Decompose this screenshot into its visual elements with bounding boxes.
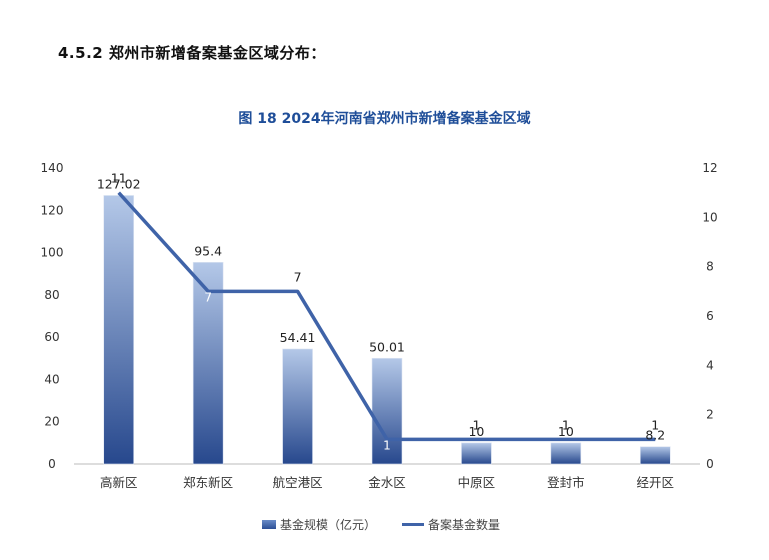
- bar-fund-size: [371, 357, 403, 465]
- x-category-label: 经开区: [637, 475, 675, 490]
- legend: 基金规模（亿元） 备案基金数量: [262, 516, 500, 533]
- x-category-label: 郑东新区: [183, 475, 233, 490]
- y-right-tick-label: 6: [706, 309, 714, 323]
- bar-data-label: 50.01: [369, 339, 405, 354]
- legend-item-fund-size: 基金规模（亿元）: [262, 516, 376, 533]
- x-category-label: 高新区: [100, 475, 138, 490]
- line-data-label: 1: [383, 438, 391, 452]
- x-category-label: 航空港区: [273, 475, 323, 490]
- legend-swatch-line: [402, 523, 425, 526]
- y-left-tick-label: 100: [41, 246, 64, 260]
- y-left-tick-label: 140: [41, 161, 64, 175]
- legend-swatch-bar: [262, 520, 276, 529]
- line-data-label: 11: [111, 171, 127, 186]
- bar-data-label: 54.41: [280, 330, 316, 345]
- y-right-tick-label: 2: [706, 408, 714, 422]
- y-right-tick-label: 0: [706, 457, 714, 471]
- x-category-label: 中原区: [458, 475, 496, 490]
- bar-fund-size: [103, 195, 135, 465]
- bar-fund-size: [639, 446, 671, 465]
- y-right-tick-label: 8: [706, 260, 714, 274]
- y-left-tick-label: 40: [44, 372, 59, 386]
- bar-data-label: 10: [558, 424, 574, 439]
- line-data-label: 7: [204, 290, 212, 304]
- line-data-label: 7: [294, 269, 302, 284]
- legend-item-fund-count: 备案基金数量: [402, 516, 500, 533]
- bar-fund-size: [282, 348, 313, 465]
- y-right-tick-label: 12: [702, 161, 717, 175]
- section-heading: 4.5.2 郑州市新增备案基金区域分布：: [58, 44, 326, 62]
- y-left-tick-label: 80: [44, 288, 59, 302]
- y-left-tick-label: 0: [48, 457, 56, 471]
- legend-label-fund-size: 基金规模（亿元）: [280, 518, 377, 532]
- bar-fund-size: [192, 261, 224, 465]
- line-data-label: 1: [562, 417, 570, 432]
- legend-label-fund-count: 备案基金数量: [428, 518, 501, 532]
- y-right-tick-label: 10: [702, 210, 717, 224]
- y-right-tick-label: 4: [706, 358, 714, 372]
- line-data-label: 1: [472, 417, 480, 432]
- y-left-tick-label: 60: [44, 330, 59, 344]
- bar-data-label: 10: [468, 424, 484, 439]
- bar-data-label: 127.02: [97, 176, 141, 191]
- bar-fund-size: [461, 442, 492, 465]
- bar-fund-size: [550, 442, 582, 465]
- x-category-label: 金水区: [368, 475, 406, 490]
- y-left-tick-label: 20: [44, 415, 59, 429]
- y-left-tick-label: 120: [41, 203, 64, 217]
- bar-data-label: 95.4: [194, 243, 222, 258]
- chart-title: 图 18 2024年河南省郑州市新增备案基金区域: [238, 111, 531, 127]
- line-data-label: 1: [651, 417, 659, 432]
- line-fund-count: [117, 191, 656, 442]
- bar-data-label: 8.2: [645, 428, 665, 443]
- x-category-label: 登封市: [547, 475, 585, 490]
